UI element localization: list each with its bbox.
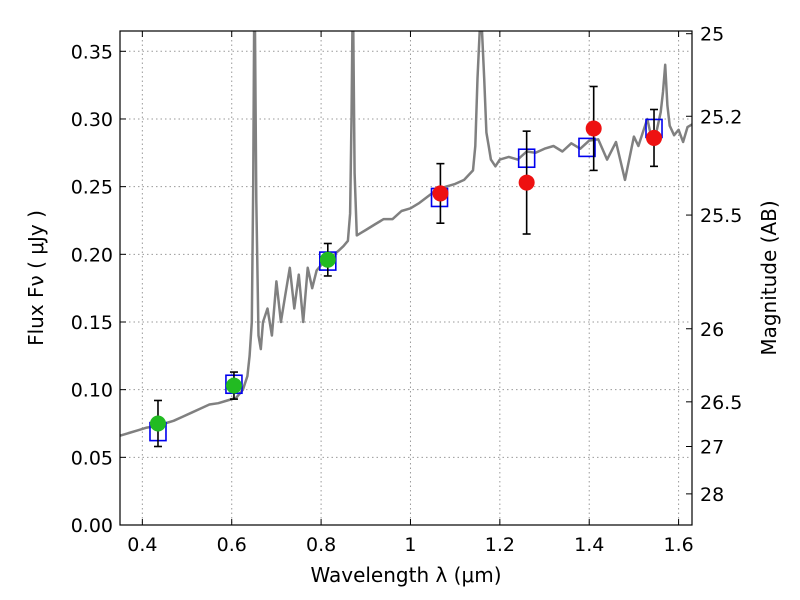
observed-point [225, 377, 242, 394]
y-tick-label: 0.05 [71, 447, 113, 469]
y-axis-label: Flux Fν ( μJy ) [24, 210, 48, 346]
y2-tick-label: 27 [700, 437, 724, 459]
model-square [578, 137, 596, 158]
x-tick-label: 0.6 [217, 534, 247, 556]
y2-tick-label: 28 [700, 484, 724, 506]
spectrum-series [120, 31, 692, 437]
observed-point [585, 120, 602, 137]
y2-tick-label: 26 [700, 319, 724, 341]
plot-frame [119, 30, 693, 526]
y-tick-label: 0.15 [71, 312, 113, 334]
observed-point [646, 129, 663, 146]
y-axis: 0.00 0.05 0.10 0.15 0.20 0.25 0.30 0.35 [71, 41, 126, 537]
x-tick-label: 1.4 [574, 534, 604, 556]
y2-tick-label: 26.5 [700, 392, 742, 414]
observed-point [432, 185, 449, 202]
x-tick-label: 1 [404, 534, 416, 556]
x-axis-label: Wavelength λ (μm) [310, 563, 501, 587]
y-tick-label: 0.30 [71, 109, 113, 131]
grid-lines [120, 31, 692, 526]
x-axis: 0.4 0.6 0.8 1 1.2 1.4 1.6 [127, 31, 694, 556]
y2-tick-label: 25 [700, 24, 724, 46]
x-tick-label: 0.4 [127, 534, 157, 556]
y2-axis-label: Magnitude (AB) [757, 200, 781, 355]
model-points [149, 118, 663, 442]
y-tick-label: 0.20 [71, 244, 113, 266]
x-tick-label: 0.8 [306, 534, 336, 556]
y2-tick-label: 25.2 [700, 106, 742, 128]
y2-axis: 25 25.2 25.5 26 26.5 27 28 [686, 24, 742, 506]
spectrum-line [120, 31, 692, 437]
x-tick-label: 1.2 [485, 534, 515, 556]
y-tick-label: 0.10 [71, 380, 113, 402]
y-tick-label: 0.25 [71, 177, 113, 199]
observed-point [319, 251, 336, 268]
y-tick-label: 0.00 [71, 515, 113, 537]
observed-point [149, 415, 166, 432]
observed-points [149, 85, 663, 448]
observed-point [518, 174, 535, 191]
y-tick-label: 0.35 [71, 41, 113, 63]
x-tick-label: 1.6 [663, 534, 693, 556]
y2-tick-label: 25.5 [700, 205, 742, 227]
